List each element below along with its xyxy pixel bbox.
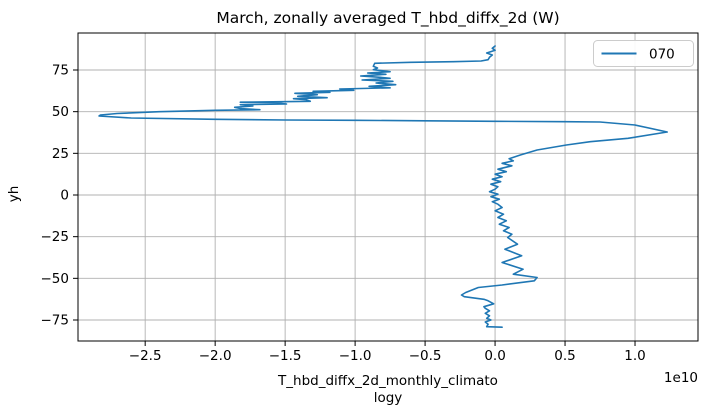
y-tick-label: −50 xyxy=(41,271,70,287)
y-axis-label: yh xyxy=(6,186,22,203)
x-tick-label: 0.0 xyxy=(484,348,505,364)
legend-entry-label: 070 xyxy=(649,47,675,63)
tick-layer: −2.5 −2.0 −1.5 −1.0 −0.5 0.0 0.5 1.0 75 50 25 0 −25 −… xyxy=(41,63,646,365)
x-tick-label: −1.5 xyxy=(269,348,302,364)
x-tick-label: 1.0 xyxy=(624,348,645,364)
x-tick-label: −2.0 xyxy=(199,348,232,364)
series-layer xyxy=(98,45,669,329)
legend-box xyxy=(593,40,694,67)
x-axis-label-line2: logy xyxy=(374,390,403,406)
y-tick-label: −75 xyxy=(41,313,70,329)
x-tick-label: −1.0 xyxy=(339,348,372,364)
plot-border xyxy=(77,32,699,342)
legend: 070 xyxy=(593,40,694,67)
x-axis-label-line1: T_hbd_diffx_2d_monthly_climato xyxy=(277,373,498,389)
x-axis-offset-text: 1e10 xyxy=(664,370,698,386)
x-tick-label: −2.5 xyxy=(129,348,162,364)
grid-layer xyxy=(78,33,698,341)
x-tick-label: −0.5 xyxy=(409,348,442,364)
y-tick-label: 25 xyxy=(52,146,69,162)
y-tick-label: 50 xyxy=(52,104,69,120)
y-tick-label: 0 xyxy=(60,188,69,204)
y-tick-label: −25 xyxy=(41,229,70,245)
data-series-070 xyxy=(98,45,669,329)
x-tick-label: 0.5 xyxy=(554,348,575,364)
y-tick-label: 75 xyxy=(52,63,69,79)
chart-title: March, zonally averaged T_hbd_diffx_2d (… xyxy=(216,9,559,28)
